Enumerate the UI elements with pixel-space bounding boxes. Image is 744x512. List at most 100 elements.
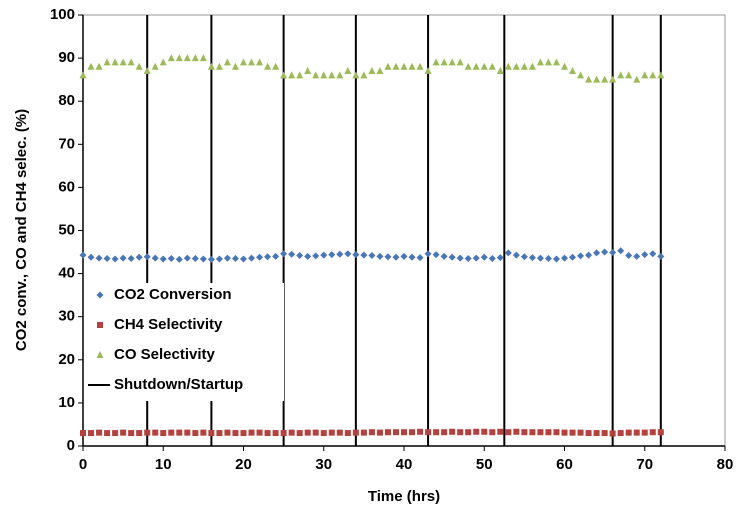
data-point [336, 71, 344, 79]
data-point [504, 249, 512, 257]
data-point [88, 430, 95, 437]
data-point [80, 430, 86, 437]
data-point [489, 429, 496, 436]
data-point [312, 429, 319, 436]
data-point [152, 429, 159, 436]
data-point [545, 429, 552, 436]
data-point [288, 429, 295, 436]
data-point [504, 62, 512, 70]
data-point [103, 255, 111, 263]
data-point [272, 430, 279, 437]
data-point [264, 430, 271, 437]
data-point [256, 429, 263, 436]
data-point [633, 252, 641, 260]
legend-marker [96, 351, 104, 358]
data-point [528, 254, 536, 262]
y-tick-label: 50 [58, 221, 75, 238]
x-tick-label: 60 [556, 456, 573, 473]
data-point [296, 71, 304, 79]
data-point [360, 251, 368, 259]
data-point [95, 254, 103, 262]
y-tick-label: 10 [58, 394, 75, 411]
data-point [151, 254, 159, 262]
data-point [192, 430, 199, 437]
data-point [457, 429, 464, 436]
data-point [87, 62, 95, 70]
data-point [633, 429, 640, 436]
data-point [528, 62, 536, 70]
data-point [384, 253, 392, 261]
data-point [392, 429, 399, 436]
data-point [175, 54, 183, 62]
data-point [416, 254, 424, 262]
data-point [617, 430, 624, 437]
data-point [585, 430, 592, 437]
data-point [272, 252, 280, 260]
data-point [561, 429, 568, 436]
data-point [111, 255, 119, 263]
data-point [215, 255, 223, 263]
data-point [649, 71, 657, 79]
data-point [601, 430, 608, 437]
data-point [456, 254, 464, 262]
data-point [552, 255, 560, 263]
data-point [496, 254, 504, 262]
x-tick-label: 10 [155, 456, 172, 473]
data-point [585, 75, 593, 83]
data-point [272, 62, 280, 70]
data-point [424, 67, 432, 75]
data-point [544, 255, 552, 263]
data-point [336, 429, 343, 436]
data-point [408, 253, 416, 261]
x-tick-label: 70 [636, 456, 653, 473]
data-point [449, 428, 456, 435]
data-point [425, 429, 432, 436]
data-point [464, 62, 472, 70]
data-point [248, 254, 256, 262]
data-point [488, 62, 496, 70]
data-point [440, 252, 448, 260]
data-point [128, 430, 135, 437]
data-point [119, 58, 127, 66]
data-point [280, 430, 287, 437]
data-point [352, 429, 359, 436]
data-point [288, 71, 296, 79]
data-point [593, 430, 600, 437]
data-point [127, 255, 135, 263]
data-point [384, 62, 392, 70]
data-point [649, 429, 656, 436]
data-point [328, 251, 336, 259]
data-point [400, 252, 408, 260]
data-point [657, 252, 665, 260]
data-point [456, 58, 464, 66]
legend-label: CH4 Selectivity [114, 316, 223, 333]
data-point [392, 62, 400, 70]
data-point [609, 75, 617, 83]
data-point [231, 62, 239, 70]
data-point [417, 428, 424, 435]
data-point [223, 58, 231, 66]
data-point [344, 67, 352, 75]
x-axis-label: Time (hrs) [368, 488, 440, 505]
data-point [448, 58, 456, 66]
data-point [376, 252, 384, 260]
data-point [617, 247, 625, 255]
data-point [593, 75, 601, 83]
x-tick-label: 80 [717, 456, 734, 473]
data-point [112, 430, 119, 437]
data-point [199, 255, 207, 263]
data-point [208, 430, 215, 437]
data-point [264, 62, 272, 70]
data-point [248, 429, 255, 436]
data-point [625, 429, 632, 436]
data-point [120, 429, 127, 436]
data-point [336, 250, 344, 258]
data-point [104, 430, 111, 437]
data-point [537, 429, 544, 436]
data-point [496, 67, 504, 75]
y-tick-label: 0 [67, 437, 75, 454]
data-point [472, 62, 480, 70]
data-point [352, 251, 360, 259]
data-point [424, 250, 432, 258]
data-point [79, 251, 87, 259]
